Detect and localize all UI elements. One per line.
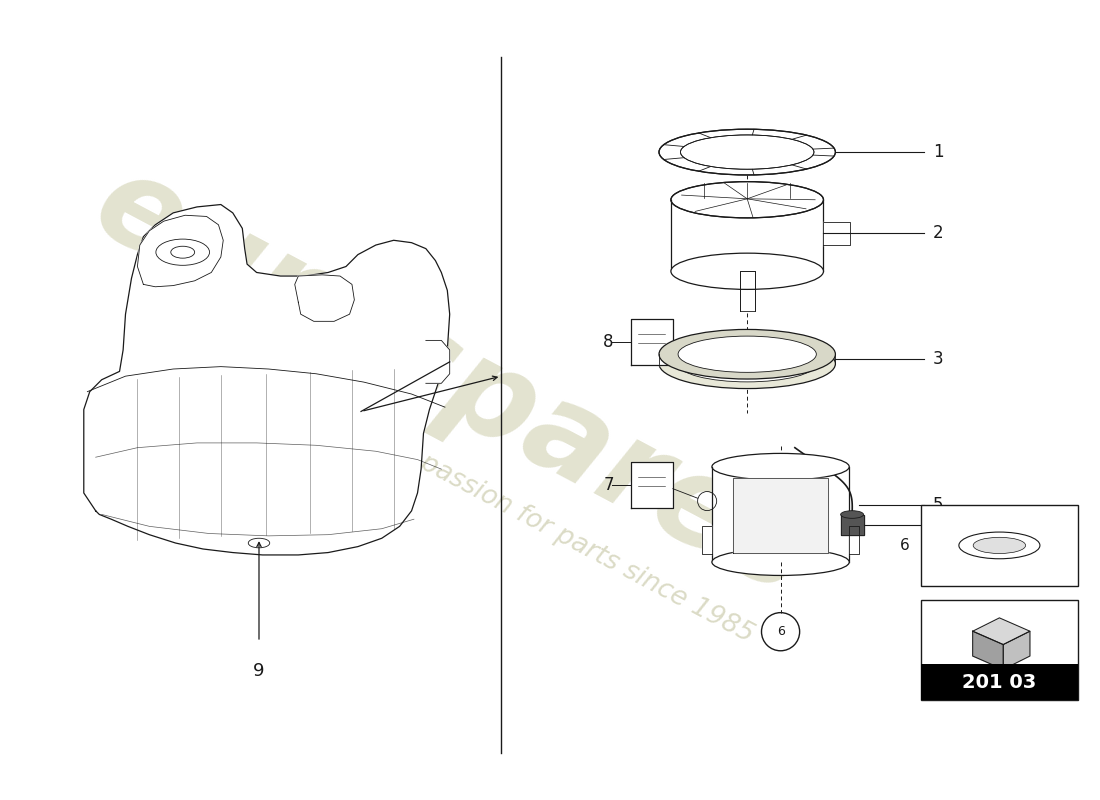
Ellipse shape [678,336,816,372]
Text: 201 03: 201 03 [962,673,1036,692]
Ellipse shape [249,538,270,548]
Polygon shape [295,275,354,322]
Text: eurospares: eurospares [75,142,829,620]
Text: 9: 9 [253,662,265,680]
Polygon shape [733,478,828,553]
Polygon shape [84,205,450,555]
Ellipse shape [840,510,864,518]
Text: 1: 1 [933,143,944,161]
Polygon shape [1003,631,1030,670]
Polygon shape [703,526,712,554]
Polygon shape [824,222,850,245]
Text: 8: 8 [603,333,614,351]
FancyBboxPatch shape [921,664,1078,700]
Ellipse shape [712,454,849,480]
Text: 6: 6 [777,626,784,638]
Polygon shape [972,618,1030,645]
Ellipse shape [170,246,195,258]
Text: 5: 5 [933,496,944,514]
Text: 3: 3 [933,350,944,368]
Text: 2: 2 [933,224,944,242]
Polygon shape [426,341,450,383]
Ellipse shape [659,339,835,389]
Ellipse shape [671,253,824,290]
Ellipse shape [681,135,814,170]
Polygon shape [138,215,223,286]
Text: 4: 4 [933,516,944,534]
Ellipse shape [671,182,824,218]
Polygon shape [849,526,859,554]
Text: 6: 6 [900,538,910,553]
FancyBboxPatch shape [921,505,1078,586]
Polygon shape [671,200,824,271]
Ellipse shape [959,532,1040,558]
Text: 7: 7 [603,476,614,494]
Ellipse shape [678,346,816,382]
Text: a passion for parts since 1985: a passion for parts since 1985 [394,438,758,648]
Polygon shape [712,466,849,562]
Polygon shape [840,514,864,535]
Ellipse shape [974,538,1025,554]
Ellipse shape [659,130,835,175]
Polygon shape [631,319,673,365]
Ellipse shape [156,239,209,266]
Polygon shape [972,631,1003,670]
Polygon shape [739,271,755,311]
Ellipse shape [712,549,849,575]
Polygon shape [631,462,673,508]
FancyBboxPatch shape [921,600,1078,700]
Ellipse shape [659,330,835,379]
